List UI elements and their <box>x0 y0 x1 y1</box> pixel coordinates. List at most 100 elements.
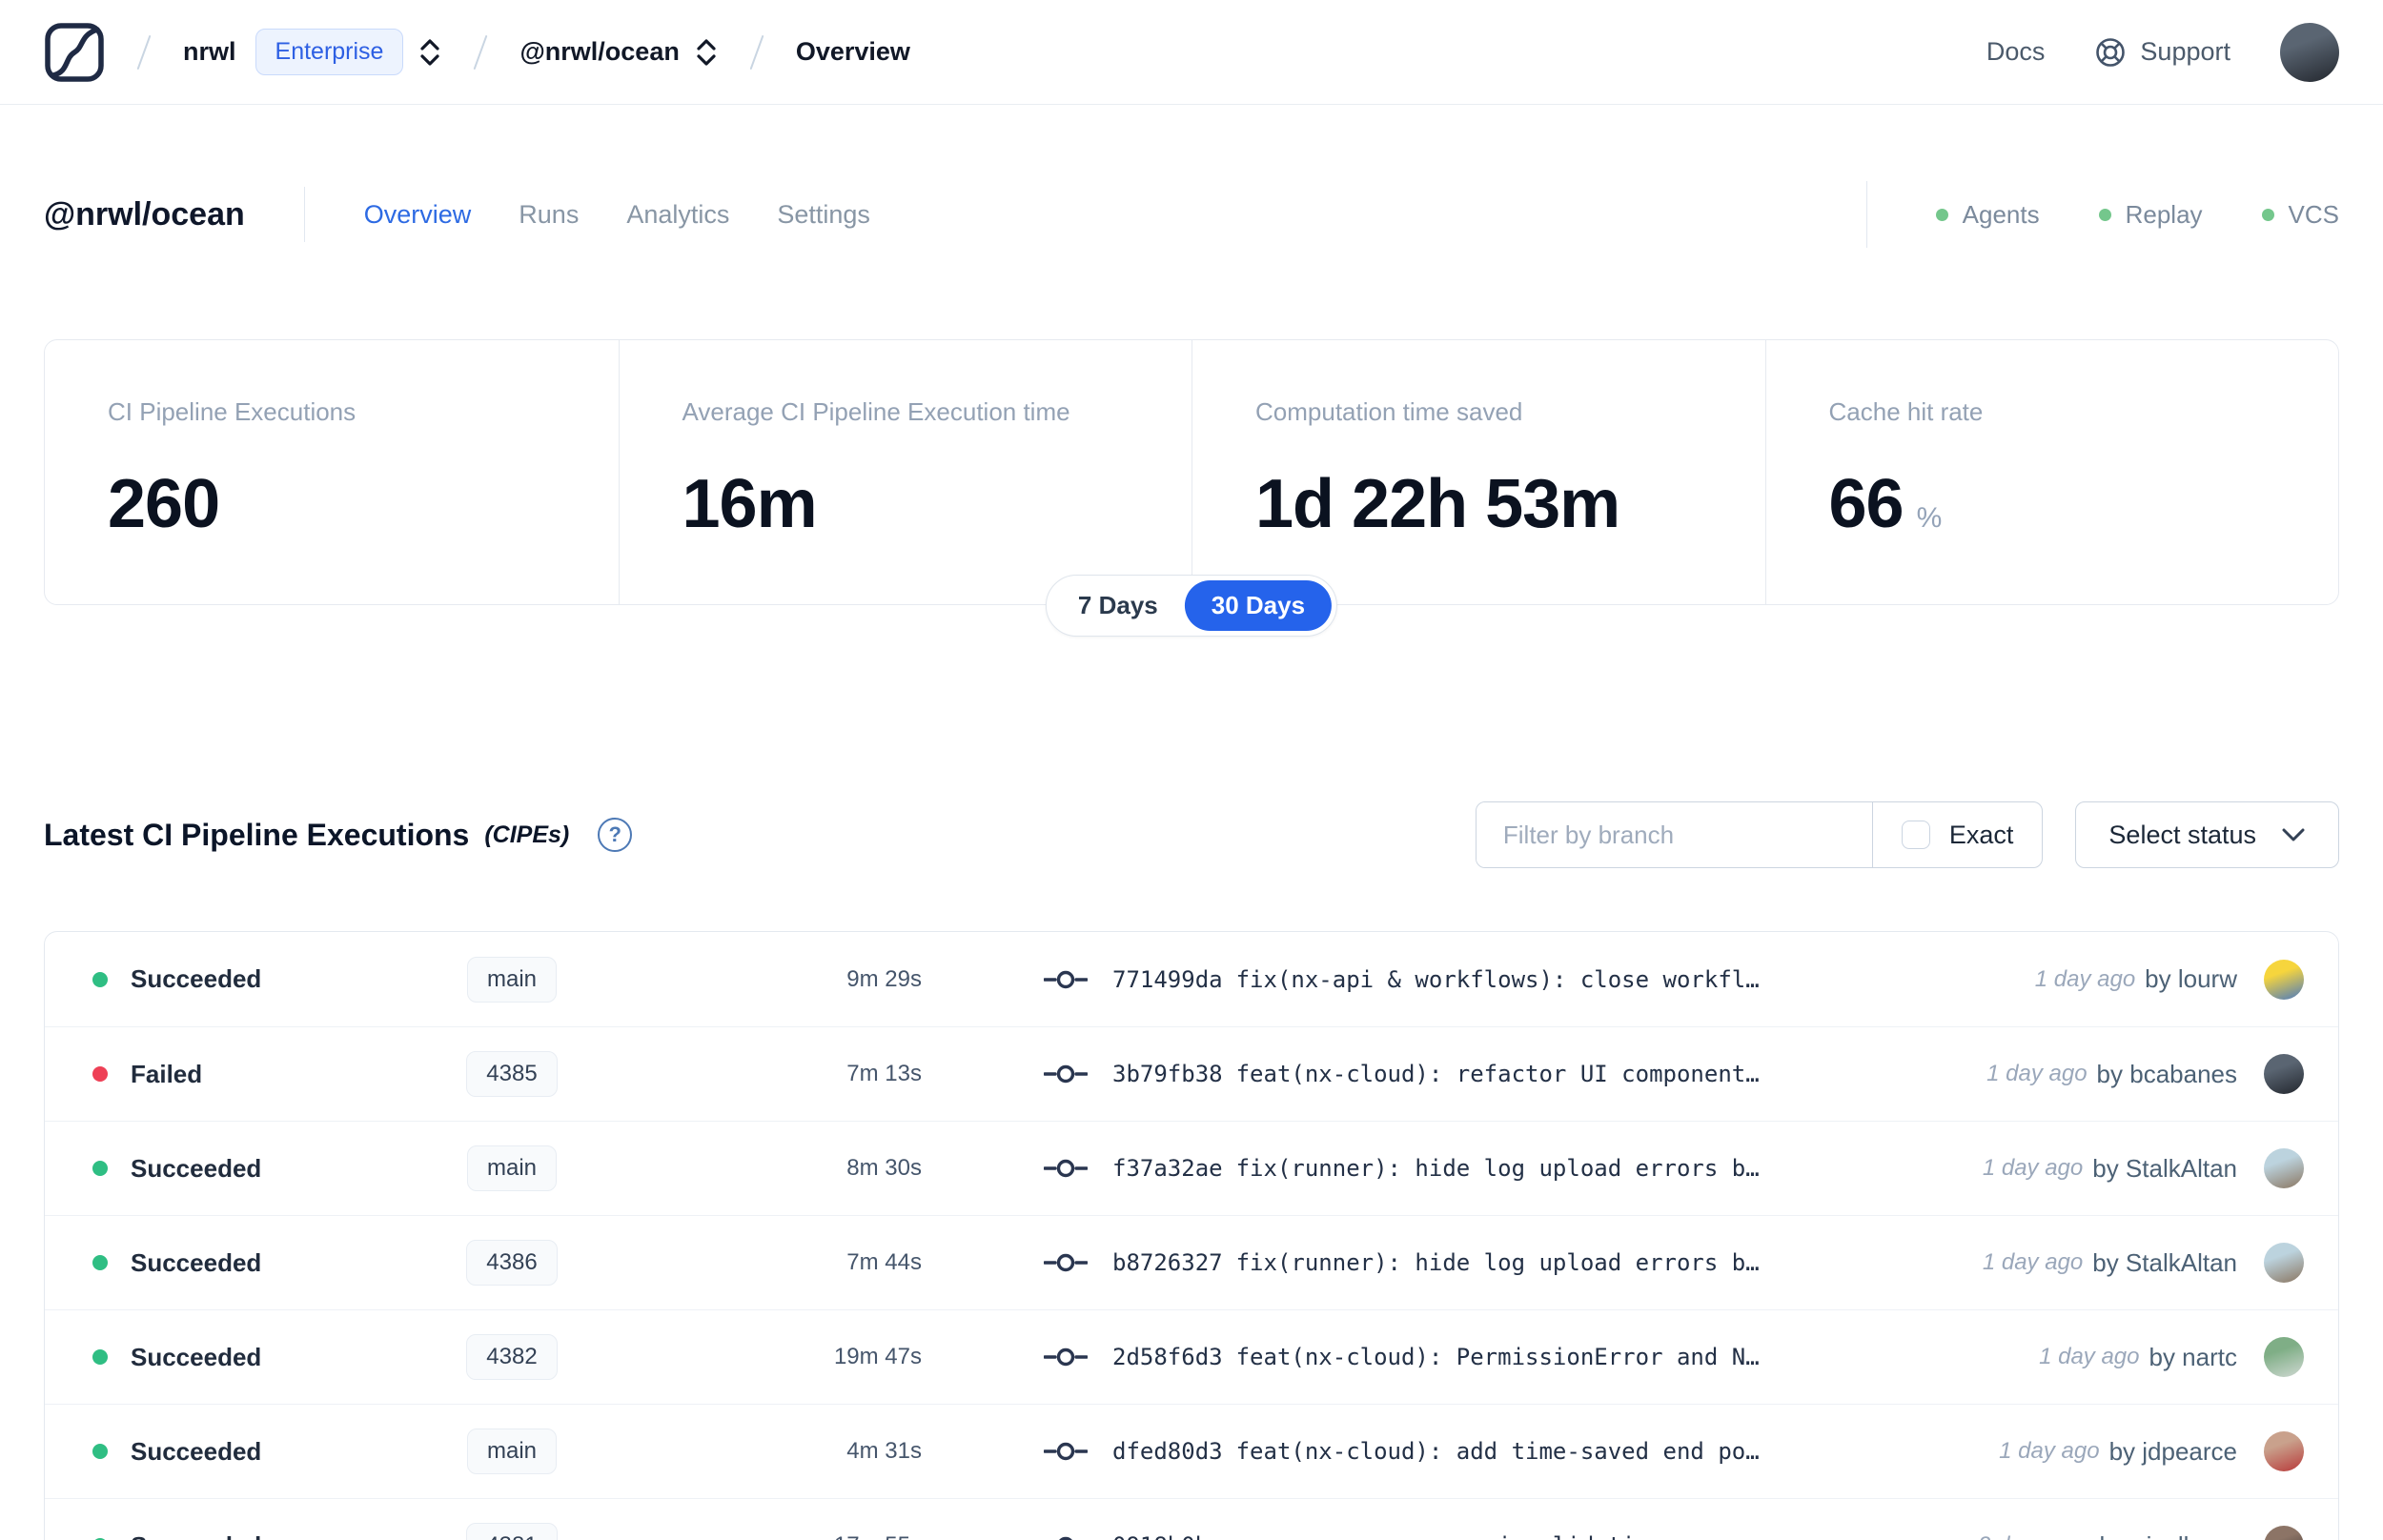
status-dot-icon <box>92 1066 108 1082</box>
branch-cell: main <box>426 1145 598 1191</box>
table-row[interactable]: Succeeded 4386 7m 44s b8726327 fix(runne… <box>45 1215 2338 1309</box>
author-avatar[interactable] <box>2264 1431 2304 1471</box>
author: by jdpearce <box>2108 1436 2237 1466</box>
branch-badge[interactable]: 4381 <box>466 1523 558 1540</box>
git-commit-icon <box>1044 1159 1088 1178</box>
git-commit-icon <box>1044 1442 1088 1461</box>
commit-cell: 771499da fix(nx-api & workflows): close … <box>922 966 1804 993</box>
status-dot-icon <box>92 971 108 987</box>
duration-cell: 7m 13s <box>846 1061 922 1086</box>
branch-cell: main <box>426 1429 598 1474</box>
breadcrumb-separator <box>136 34 152 70</box>
divider <box>303 187 305 242</box>
relative-time: 1 day ago <box>1982 1155 2084 1181</box>
status-cell: Succeeded <box>45 1437 426 1467</box>
commit-sha[interactable]: f37a32ae <box>1112 1155 1223 1182</box>
docs-link[interactable]: Docs <box>1986 37 2046 66</box>
branch-filter-input[interactable] <box>1476 802 1872 867</box>
author-avatar[interactable] <box>2264 1243 2304 1283</box>
branch-badge[interactable]: 4385 <box>466 1051 558 1097</box>
meta-cell: 1 day ago by StalkAltan <box>1804 1243 2338 1283</box>
author: by lourw <box>2145 964 2237 993</box>
author-avatar[interactable] <box>2264 1526 2304 1540</box>
section-title-suffix: (CIPEs) <box>484 821 570 848</box>
author-avatar[interactable] <box>2264 959 2304 1000</box>
executions-table: Succeeded main 9m 29s 771499da fix(nx-ap… <box>44 931 2339 1540</box>
status-replay[interactable]: Replay <box>2098 200 2203 230</box>
tab-analytics[interactable]: Analytics <box>626 199 730 229</box>
commit-cell: 3b79fb38 feat(nx-cloud): refactor UI com… <box>922 1061 1804 1087</box>
author: by nartc <box>2149 1342 2238 1371</box>
author-avatar[interactable] <box>2264 1054 2304 1094</box>
meta-cell: 1 day ago by jdpearce <box>1804 1431 2338 1471</box>
commit-sha[interactable]: 2d58f6d3 <box>1112 1344 1223 1370</box>
branch-filter-group: Exact <box>1475 801 2044 868</box>
stats-cards: CI Pipeline Executions 260 Average CI Pi… <box>44 339 2339 637</box>
workspace-switcher-chevron-up-down-icon[interactable] <box>695 36 718 69</box>
commit-message: remove unnecessary invalidation <box>1236 1532 1663 1540</box>
author-avatar[interactable] <box>2264 1148 2304 1188</box>
feature-status-indicators: Agents Replay VCS <box>1865 181 2339 248</box>
table-row[interactable]: Succeeded main 9m 29s 771499da fix(nx-ap… <box>45 932 2338 1026</box>
status-cell: Succeeded <box>45 1154 426 1184</box>
commit-cell: b8726327 fix(runner): hide log upload er… <box>922 1249 1804 1276</box>
green-dot-icon <box>2098 208 2111 221</box>
table-row[interactable]: Succeeded main 4m 31s dfed80d3 feat(nx-c… <box>45 1404 2338 1498</box>
breadcrumb-org[interactable]: nrwl <box>183 37 236 66</box>
chevron-down-icon <box>2282 828 2305 841</box>
commit-message: fix(runner): hide log upload errors b… <box>1235 1249 1760 1276</box>
branch-cell: 4386 <box>426 1240 598 1286</box>
toggle-30-days[interactable]: 30 Days <box>1184 580 1333 631</box>
git-commit-icon <box>1044 1064 1088 1084</box>
author-avatar[interactable] <box>2264 1337 2304 1377</box>
branch-badge[interactable]: 4386 <box>466 1240 558 1286</box>
table-row[interactable]: Failed 4385 7m 13s 3b79fb38 feat(nx-clou… <box>45 1026 2338 1121</box>
duration-cell: 17m 55s <box>834 1532 922 1540</box>
date-range-toggle: 7 Days 30 Days <box>1045 575 1338 637</box>
user-avatar[interactable] <box>2280 22 2339 82</box>
commit-message: fix(nx-api & workflows): close workfl… <box>1235 965 1760 993</box>
meta-cell: 1 day ago by StalkAltan <box>1804 1148 2338 1188</box>
tab-overview[interactable]: Overview <box>363 199 472 229</box>
status-select-dropdown[interactable]: Select status <box>2075 801 2339 868</box>
relative-time: 2 days ago <box>1978 1532 2089 1540</box>
exact-checkbox[interactable] <box>1901 821 1930 849</box>
commit-message: feat(nx-cloud): refactor UI component… <box>1235 1061 1760 1087</box>
toggle-7-days[interactable]: 7 Days <box>1077 591 1158 619</box>
breadcrumb-separator <box>749 34 764 70</box>
commit-sha[interactable]: 0918b0be <box>1112 1532 1223 1540</box>
stat-card-ci-pipeline-executions: CI Pipeline Executions 260 <box>108 397 356 542</box>
exact-label[interactable]: Exact <box>1948 820 2014 849</box>
branch-badge[interactable]: main <box>466 1429 558 1474</box>
status-agents[interactable]: Agents <box>1935 200 2040 230</box>
commit-sha[interactable]: 3b79fb38 <box>1112 1061 1223 1087</box>
meta-cell: 1 day ago by bcabanes <box>1804 1054 2338 1094</box>
commit-message: feat(nx-cloud): PermissionError and N… <box>1235 1344 1760 1370</box>
status-cell: Succeeded <box>45 1343 426 1372</box>
status-vcs[interactable]: VCS <box>2261 200 2339 230</box>
branch-badge[interactable]: 4382 <box>466 1334 558 1380</box>
section-title: Latest CI Pipeline Executions <box>44 817 470 852</box>
commit-sha[interactable]: 771499da <box>1112 965 1223 993</box>
breadcrumb-workspace[interactable]: @nrwl/ocean <box>519 37 680 66</box>
nx-cloud-logo-icon[interactable] <box>44 22 105 83</box>
tab-settings[interactable]: Settings <box>777 199 870 229</box>
status-dot-icon <box>92 1538 108 1540</box>
branch-badge[interactable]: main <box>466 956 558 1003</box>
commit-sha[interactable]: dfed80d3 <box>1112 1438 1223 1465</box>
duration-cell: 7m 44s <box>846 1249 922 1275</box>
table-row[interactable]: Succeeded 4382 19m 47s 2d58f6d3 feat(nx-… <box>45 1309 2338 1404</box>
org-switcher-chevron-up-down-icon[interactable] <box>418 36 441 69</box>
branch-badge[interactable]: main <box>466 1145 558 1191</box>
question-circle-icon[interactable]: ? <box>598 818 633 852</box>
commit-cell: f37a32ae fix(runner): hide log upload er… <box>922 1155 1804 1182</box>
branch-cell: main <box>426 956 598 1003</box>
commit-sha[interactable]: b8726327 <box>1112 1249 1223 1276</box>
tab-runs[interactable]: Runs <box>519 199 580 229</box>
branch-cell: 4381 <box>426 1523 598 1540</box>
support-link[interactable]: Support <box>2094 36 2230 69</box>
table-row[interactable]: Succeeded 4381 17m 55s 0918b0be remove u… <box>45 1498 2338 1540</box>
executions-section-header: Latest CI Pipeline Executions (CIPEs) ? … <box>44 792 2339 878</box>
status-cell: Succeeded <box>45 964 426 994</box>
table-row[interactable]: Succeeded main 8m 30s f37a32ae fix(runne… <box>45 1121 2338 1215</box>
